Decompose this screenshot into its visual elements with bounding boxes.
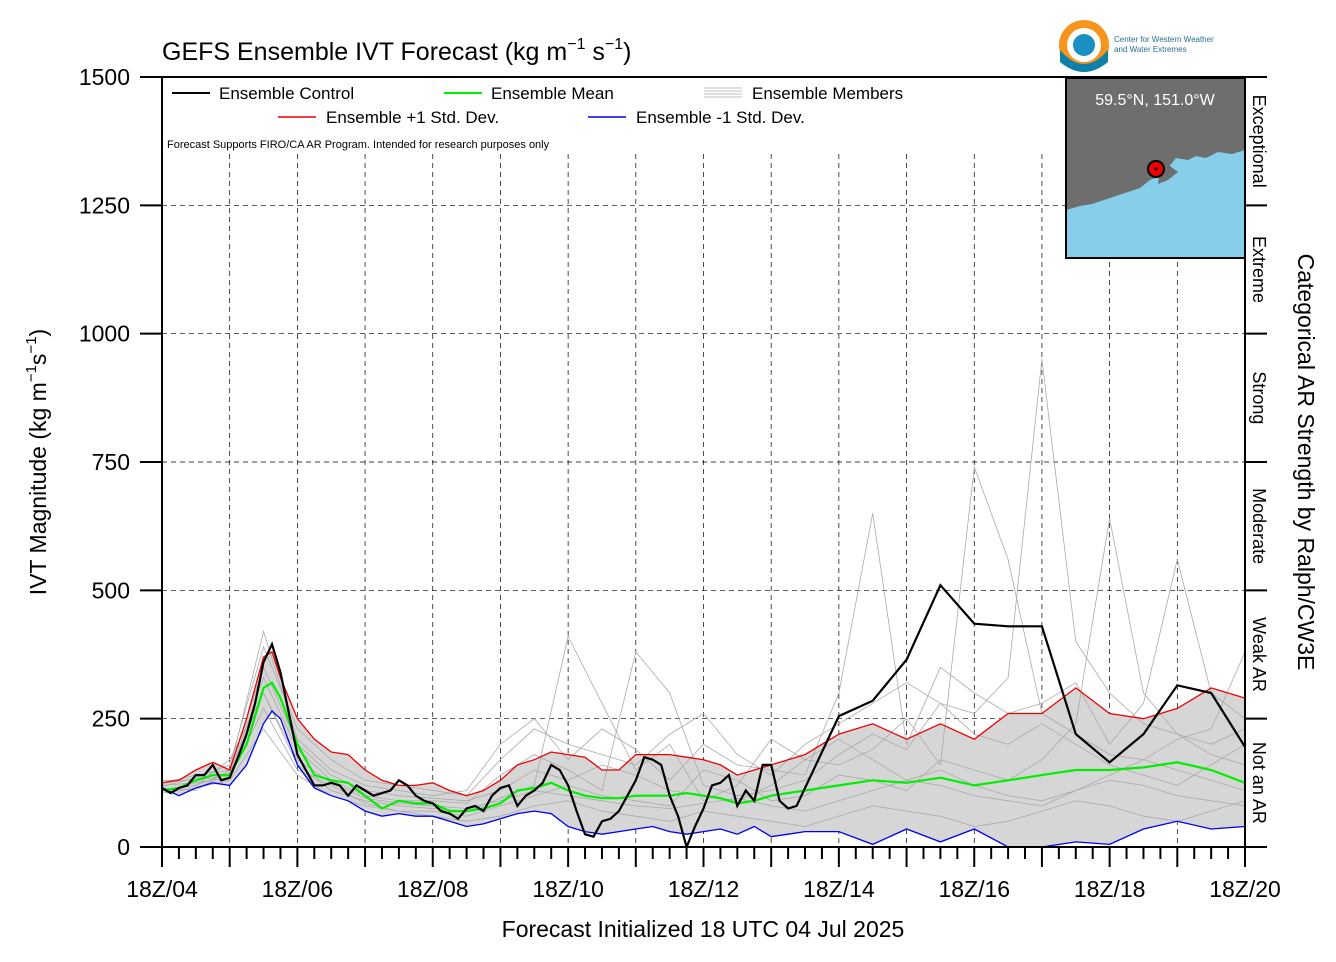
plus-sd-line [161,650,1246,797]
y-tick-label: 1000 [79,321,130,347]
x-tick-label: 18Z/04 [126,876,198,902]
x-tick-label: 18Z/20 [1209,876,1281,902]
y-tick-label: 500 [92,577,130,603]
water-drop-icon [1073,34,1095,56]
category-label: Weak AR [1249,617,1269,692]
legend-members-label: Ensemble Members [752,84,903,103]
ar-categories: Not an AR Weak AR Moderate Strong Extreme Exc… [1245,76,1269,848]
x-tick-label: 18Z/08 [397,876,469,902]
x-tick-label: 18Z/10 [532,876,604,902]
member-line [161,513,1246,797]
x-tick-label: 18Z/16 [938,876,1010,902]
legend-minus-label: Ensemble -1 Std. Dev. [636,108,805,127]
right-axis-label: Categorical AR Strength by Ralph/CW3E [1293,254,1319,671]
y-ticks: 0 250 500 750 1000 1250 1500 [79,64,162,860]
legend-members-swatch [704,87,742,98]
x-tick-label: 18Z/12 [668,876,740,902]
legend-control-label: Ensemble Control [219,84,354,103]
member-line [161,518,1246,817]
map-land [1066,78,1245,210]
inset-map: 59.5°N, 151.0°W [1065,77,1246,259]
legend-plus-label: Ensemble +1 Std. Dev. [326,108,499,127]
y-tick-label: 1500 [79,64,130,90]
category-label: Strong [1249,371,1269,424]
y-tick-label: 250 [92,706,130,732]
map-frame [1065,77,1246,259]
legend-box [163,78,943,152]
y-tick-label: 1250 [79,192,130,218]
cw3e-logo: Center for Western Weather and Water Ext… [1059,20,1214,72]
category-label: Moderate [1249,488,1269,564]
y-tick-label: 750 [92,449,130,475]
logo-line2: and Water Extremes [1114,45,1187,54]
x-tick-label: 18Z/14 [803,876,875,902]
y-tick-label: 0 [117,834,130,860]
legend-mean-label: Ensemble Mean [491,84,614,103]
member-line [162,359,1246,804]
legend: Ensemble Control Ensemble Mean Ensemble … [172,84,903,127]
category-label: Extreme [1249,236,1269,303]
x-tick-label: 18Z/18 [1074,876,1146,902]
x-axis-label: Forecast Initialized 18 UTC 04 Jul 2025 [502,916,905,942]
location-marker-center [1154,167,1158,171]
member-line [161,466,1246,812]
x-tick-label: 18Z/06 [262,876,334,902]
category-label: Exceptional [1249,95,1269,188]
logo-line1: Center for Western Weather [1114,35,1214,44]
chart-title: GEFS Ensemble IVT Forecast (kg m−1 s−1) [162,36,632,66]
y-axis-label: IVT Magnitude (kg m−1s−1) [23,329,51,595]
control-line [161,583,1246,851]
map-location-label: 59.5°N, 151.0°W [1095,92,1215,109]
category-label: Not an AR [1249,742,1269,824]
x-ticks: 18Z/04 18Z/06 18Z/08 18Z/10 18Z/12 18Z/14 18Z/… [126,847,1281,902]
disclaimer-text: Forecast Supports FIRO/CA AR Program. In… [167,139,550,151]
member-line [161,645,1246,797]
